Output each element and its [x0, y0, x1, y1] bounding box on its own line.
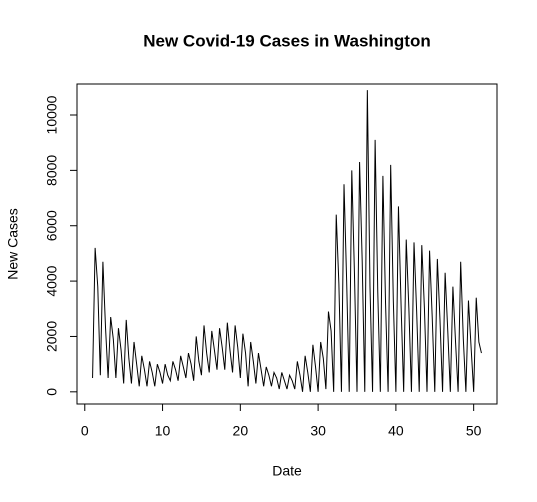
y-axis-label: New Cases: [5, 208, 21, 280]
y-tick-label: 4000: [44, 265, 60, 296]
x-axis-label: Date: [272, 463, 302, 479]
y-tick-label: 0: [44, 388, 60, 396]
data-line: [92, 90, 482, 392]
x-tick-label: 0: [81, 423, 89, 439]
x-tick-label: 50: [466, 423, 482, 439]
chart-title: New Covid-19 Cases in Washington: [143, 31, 430, 50]
y-tick-label: 6000: [44, 210, 60, 241]
x-tick-label: 20: [233, 423, 249, 439]
plot-frame: [76, 83, 498, 405]
y-tick-label: 10000: [44, 95, 60, 134]
y-tick-label: 8000: [44, 155, 60, 186]
y-tick-label: 2000: [44, 321, 60, 352]
x-tick-label: 40: [388, 423, 404, 439]
x-tick-label: 30: [310, 423, 326, 439]
x-tick-label: 10: [155, 423, 171, 439]
